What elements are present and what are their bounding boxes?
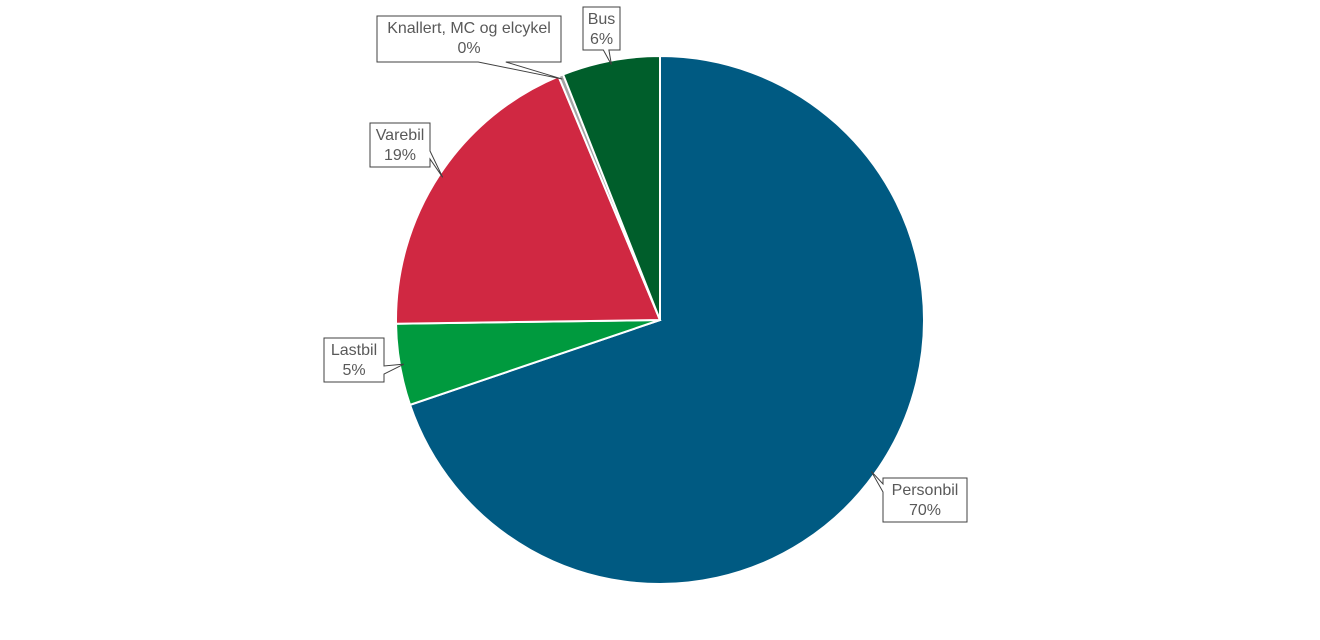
data-labels: Personbil 70% Lastbil 5% Varebil 19% Knallert,… <box>323 6 968 523</box>
pie-slice-personbil <box>408 54 925 585</box>
slice-label-personbil: Personbil <box>892 482 959 499</box>
slice-value-bus: 6% <box>590 31 613 48</box>
label-callout-knallert-mc-og-elcykel <box>376 15 563 80</box>
slice-label-varebil: Varebil <box>376 127 425 144</box>
slice-label-knallert-mc-og-elcykel: Knallert, MC og elcykel <box>387 20 551 37</box>
label-callout-varebil <box>369 122 444 178</box>
slice-label-bus: Bus <box>588 11 616 28</box>
slice-label-lastbil: Lastbil <box>331 342 377 359</box>
label-callout-bus <box>582 6 621 65</box>
slice-value-varebil: 19% <box>384 147 416 164</box>
slice-value-lastbil: 5% <box>342 362 365 379</box>
label-callout-personbil <box>870 471 968 523</box>
slice-value-knallert-mc-og-elcykel: 0% <box>457 40 480 57</box>
pie-slice-varebil <box>395 74 662 325</box>
label-callout-lastbil <box>323 337 405 383</box>
pie-slices <box>395 54 925 585</box>
slice-value-personbil: 70% <box>909 502 941 519</box>
